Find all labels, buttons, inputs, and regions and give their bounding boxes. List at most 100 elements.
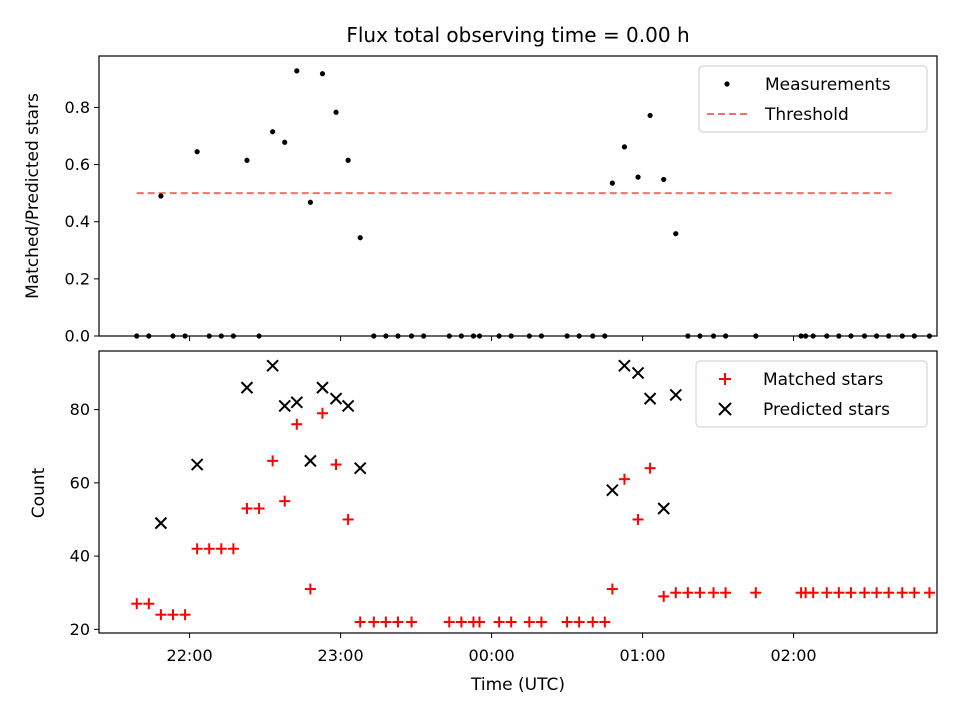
matched-star-marker	[896, 587, 908, 599]
legend-entry-predicted-stars: Predicted stars	[763, 400, 890, 420]
predicted-star-stroke-b	[606, 483, 619, 497]
top-y-ticks: 0.0 0.2 0.4 0.6 0.8	[65, 98, 99, 346]
predicted-star-stroke-b	[669, 388, 682, 402]
measurement-point	[635, 174, 641, 180]
matched-star-marker	[708, 587, 720, 599]
matched-star-marker	[455, 616, 467, 628]
predicted-star-stroke-b	[290, 396, 304, 409]
matched-star-marker	[227, 543, 239, 555]
matched-star-marker	[720, 587, 732, 599]
matched-star-marker	[587, 616, 599, 628]
predicted-star-stroke-b	[266, 359, 279, 372]
bottom-legend: Matched stars Predicted stars	[695, 360, 928, 428]
matched-star-marker	[392, 616, 404, 628]
measurement-point	[609, 180, 615, 186]
measurement-point	[661, 176, 667, 183]
top-y-tick-label: 0.4	[65, 212, 90, 231]
measurement-point	[244, 157, 250, 163]
predicted-star-stroke-b	[657, 502, 670, 515]
top-legend-box	[698, 65, 928, 133]
top-y-tick-label: 0.8	[65, 98, 90, 117]
legend-entry-matched-stars: Matched stars	[763, 370, 883, 390]
matched-star-marker	[523, 616, 535, 628]
predicted-star-stroke-b	[154, 516, 168, 530]
matched-star-marker	[670, 587, 682, 599]
matched-star-marker	[750, 587, 762, 599]
matched-star-marker	[833, 587, 845, 599]
matched-star-marker	[618, 473, 630, 485]
legend-entry-measurements: Measurements	[765, 75, 891, 95]
predicted-star-marker	[643, 392, 657, 405]
matched-star-marker	[606, 583, 618, 595]
predicted-star-marker	[316, 381, 329, 394]
predicted-star-marker	[669, 388, 682, 402]
bottom-legend-box	[695, 360, 928, 428]
measurement-point	[158, 193, 164, 199]
x-tick-label: 02:00	[771, 646, 817, 665]
matched-star-marker	[599, 616, 611, 628]
measurements-legend-marker	[724, 81, 730, 87]
predicted-star-marker	[657, 502, 670, 515]
matched-star-marker	[632, 513, 644, 525]
top-y-axis-label: Matched/Predicted stars	[23, 93, 43, 299]
top-x-ticks	[189, 336, 795, 341]
measurement-point	[333, 109, 339, 115]
predicted-star-marker	[304, 454, 317, 468]
bottom-y-tick-label: 20	[70, 620, 90, 639]
predicted-star-stroke-b	[304, 454, 317, 468]
predicted-star-marker	[354, 461, 367, 475]
matched-star-marker	[143, 598, 155, 610]
matched-star-marker	[342, 513, 354, 525]
matched-star-marker	[368, 616, 380, 628]
predicted-star-stroke-b	[618, 359, 631, 372]
measurement-point	[357, 235, 363, 241]
predicted-star-marker	[266, 359, 279, 372]
predicted-star-marker	[190, 458, 204, 471]
matched-star-marker	[573, 616, 585, 628]
predicted-star-marker	[278, 399, 291, 413]
bottom-y-tick-label: 60	[70, 473, 90, 492]
matched-star-marker	[215, 543, 227, 555]
x-tick-label: 00:00	[469, 646, 515, 665]
predicted-star-stroke-b	[316, 381, 329, 394]
predicted-star-points	[154, 359, 682, 530]
measurement-point	[673, 231, 679, 237]
x-tick-label: 22:00	[167, 646, 213, 665]
top-y-tick-label: 0.6	[65, 155, 90, 174]
top-panel: Flux total observing time = 0.00 h Match…	[23, 23, 938, 346]
matched-star-marker	[871, 587, 883, 599]
predicted-star-stroke-b	[643, 392, 657, 405]
bottom-y-tick-label: 40	[70, 547, 90, 566]
legend-entry-threshold: Threshold	[764, 105, 849, 125]
predicted-star-stroke-b	[354, 461, 367, 475]
matched-star-marker	[406, 616, 418, 628]
matched-star-marker	[807, 587, 819, 599]
matched-star-marker	[682, 587, 694, 599]
measurement-point	[319, 71, 326, 77]
top-legend: Measurements Threshold	[698, 65, 928, 133]
matched-star-marker	[291, 418, 303, 430]
matched-star-marker	[330, 459, 342, 471]
matched-star-marker	[821, 587, 833, 599]
matched-star-marker	[380, 616, 392, 628]
predicted-star-marker	[290, 396, 304, 409]
matched-star-marker	[505, 616, 517, 628]
matched-star-marker	[443, 616, 455, 628]
matched-legend-marker	[719, 373, 731, 385]
predicted-star-stroke-b	[631, 366, 645, 380]
measurement-point	[282, 139, 288, 145]
predicted-star-stroke-b	[278, 399, 291, 413]
predicted-star-marker	[240, 381, 254, 394]
predicted-star-marker	[341, 399, 355, 413]
chart-title: Flux total observing time = 0.00 h	[346, 23, 689, 47]
bottom-panel: Count Time (UTC) 20 40 60 80 22:00 23:00 00:0…	[29, 350, 938, 695]
bottom-y-tick-label: 80	[70, 400, 90, 419]
x-tick-label: 23:00	[318, 646, 364, 665]
matched-star-marker	[535, 616, 547, 628]
bottom-x-ticks: 22:00 23:00 00:00 01:00 02:00	[167, 633, 817, 665]
x-tick-label: 01:00	[620, 646, 666, 665]
predicted-star-marker	[154, 516, 168, 530]
measurement-point	[621, 144, 628, 150]
matched-star-marker	[203, 543, 215, 555]
matched-star-marker	[658, 590, 670, 602]
